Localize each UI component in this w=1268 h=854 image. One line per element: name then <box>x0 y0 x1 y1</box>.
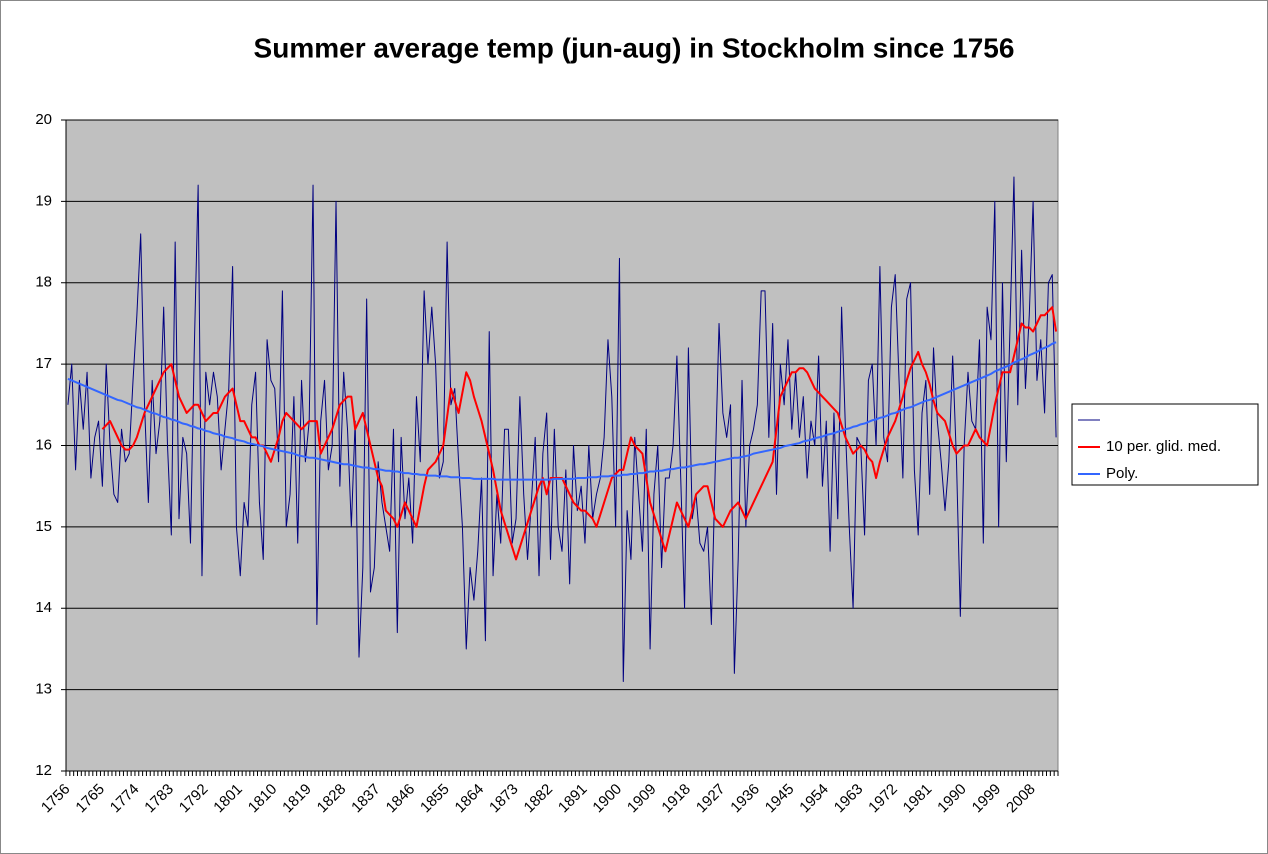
chart-title: Summer average temp (jun-aug) in Stockho… <box>254 32 1015 63</box>
y-tick-label: 18 <box>35 274 52 291</box>
y-tick-label: 16 <box>35 436 52 453</box>
legend-label: 10 per. glid. med. <box>1106 438 1221 455</box>
legend-box <box>1071 403 1259 486</box>
y-tick-label: 19 <box>35 192 52 209</box>
y-tick-label: 17 <box>35 355 52 372</box>
y-tick-label: 20 <box>35 111 52 128</box>
series-line <box>67 341 1057 481</box>
legend-label: Poly. <box>1106 465 1138 482</box>
y-tick-label: 12 <box>35 762 52 779</box>
y-tick-label: 15 <box>35 518 52 535</box>
series-line <box>67 176 1057 682</box>
y-tick-label: 14 <box>35 599 52 616</box>
y-tick-label: 13 <box>35 681 52 698</box>
